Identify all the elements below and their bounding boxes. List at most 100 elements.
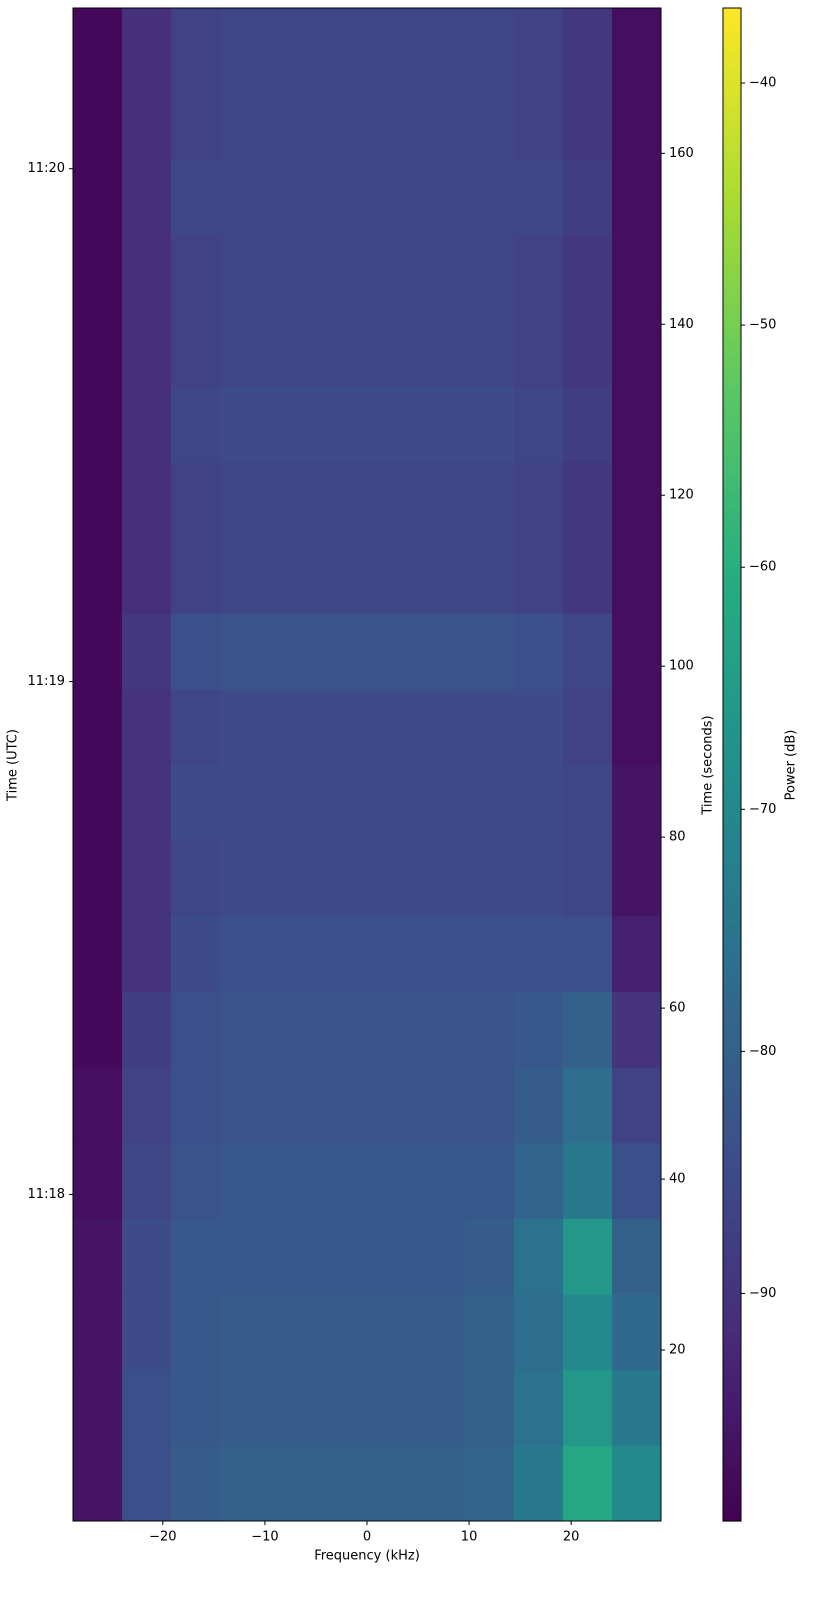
heatmap-cell xyxy=(563,1142,613,1219)
heatmap-cell xyxy=(269,764,319,841)
heatmap-cell xyxy=(220,1369,270,1446)
y2-tick-label: 20 xyxy=(669,1343,686,1358)
colorbar-step xyxy=(723,605,741,614)
colorbar-step xyxy=(723,1051,741,1061)
heatmap-cell xyxy=(612,310,662,387)
heatmap-cell xyxy=(73,1445,123,1522)
heatmap-cell xyxy=(514,764,564,841)
heatmap-cell xyxy=(122,537,172,614)
heatmap-cell xyxy=(465,1369,515,1446)
colorbar-step xyxy=(723,734,741,743)
colorbar-step xyxy=(723,1415,741,1424)
heatmap-cell xyxy=(563,613,613,690)
heatmap-cell xyxy=(514,234,564,312)
colorbar-step xyxy=(723,696,741,705)
heatmap-cell xyxy=(122,1294,172,1371)
colorbar-step xyxy=(723,938,741,947)
colorbar-step xyxy=(723,166,741,176)
heatmap-cell xyxy=(612,234,662,312)
heatmap-cell xyxy=(514,386,564,463)
colorbar-step xyxy=(723,310,741,319)
heatmap-cell xyxy=(416,1294,466,1371)
colorbar-step xyxy=(723,1460,741,1469)
heatmap-cell xyxy=(465,461,515,539)
heatmap-cell xyxy=(269,915,319,992)
colorbar-step xyxy=(723,461,741,471)
colorbar-step xyxy=(723,287,741,297)
colorbar-step xyxy=(723,1490,741,1499)
heatmap-cell xyxy=(514,915,564,992)
heatmap-cell xyxy=(465,8,515,85)
colorbar-step xyxy=(723,953,741,962)
heatmap-cell xyxy=(612,764,662,841)
heatmap-cell xyxy=(416,537,466,614)
heatmap-cell xyxy=(171,915,221,992)
heatmap-cell xyxy=(514,1294,564,1371)
heatmap-cell xyxy=(171,310,221,387)
colorbar-step xyxy=(723,484,741,493)
colorbar-step xyxy=(723,787,741,796)
heatmap-cell xyxy=(612,1067,662,1144)
y-tick-label: 11:20 xyxy=(28,161,65,176)
heatmap-cell xyxy=(122,386,172,463)
colorbar-step xyxy=(723,1445,741,1454)
heatmap-cell xyxy=(171,1142,221,1219)
heatmap-cell xyxy=(73,159,123,236)
colorbar-step xyxy=(723,1089,741,1098)
colorbar-step xyxy=(723,726,741,735)
colorbar-step xyxy=(723,825,741,834)
heatmap-cell xyxy=(318,1445,368,1522)
heatmap-cell xyxy=(220,991,270,1068)
colorbar-step xyxy=(723,446,741,455)
colorbar-step xyxy=(723,666,741,675)
heatmap-cell xyxy=(465,764,515,841)
colorbar-step xyxy=(723,68,741,77)
colorbar-step xyxy=(723,1452,741,1462)
heatmap-cell xyxy=(514,613,564,690)
heatmap-cell xyxy=(269,840,319,917)
heatmap-cell xyxy=(269,83,319,160)
heatmap-cell xyxy=(318,159,368,236)
heatmap-cell xyxy=(465,83,515,160)
colorbar-step xyxy=(723,1225,741,1235)
colorbar-step xyxy=(723,1036,741,1046)
heatmap-cell xyxy=(612,1369,662,1446)
colorbar-step xyxy=(723,1347,741,1356)
heatmap-cell xyxy=(171,8,221,85)
colorbar-step xyxy=(723,234,741,244)
colorbar-step xyxy=(723,1135,741,1144)
colorbar-step xyxy=(723,855,741,864)
heatmap-cell xyxy=(612,83,662,160)
heatmap-cell xyxy=(612,915,662,992)
heatmap-cell xyxy=(220,8,270,85)
colorbar-step xyxy=(723,386,741,395)
colorbar-step xyxy=(723,325,741,334)
colorbar-step xyxy=(723,961,741,970)
heatmap-cell xyxy=(563,1294,613,1371)
colorbar-step xyxy=(723,1468,741,1477)
heatmap-cell xyxy=(73,1369,123,1446)
heatmap-cell xyxy=(73,234,123,312)
colorbar-step xyxy=(723,628,741,637)
heatmap-cell xyxy=(171,234,221,312)
colorbar-step xyxy=(723,673,741,682)
colorbar-step xyxy=(723,1059,741,1068)
heatmap-cell xyxy=(563,83,613,160)
heatmap-cell xyxy=(73,310,123,387)
colorbar-step xyxy=(723,1120,741,1129)
colorbar-step xyxy=(723,378,741,387)
heatmap-cell xyxy=(612,159,662,236)
y2-tick-label: 40 xyxy=(669,1172,686,1187)
heatmap-cell xyxy=(73,1067,123,1144)
heatmap-cell xyxy=(318,1369,368,1446)
colorbar-step xyxy=(723,1331,741,1341)
colorbar-step xyxy=(723,1430,741,1439)
heatmap-cell xyxy=(563,310,613,387)
heatmap-cell xyxy=(269,1445,319,1522)
heatmap-cell xyxy=(122,1142,172,1219)
heatmap-cell xyxy=(73,8,123,85)
heatmap-cell xyxy=(465,991,515,1068)
heatmap-cell xyxy=(514,83,564,160)
colorbar-step xyxy=(723,113,741,123)
heatmap-cell xyxy=(367,764,417,841)
